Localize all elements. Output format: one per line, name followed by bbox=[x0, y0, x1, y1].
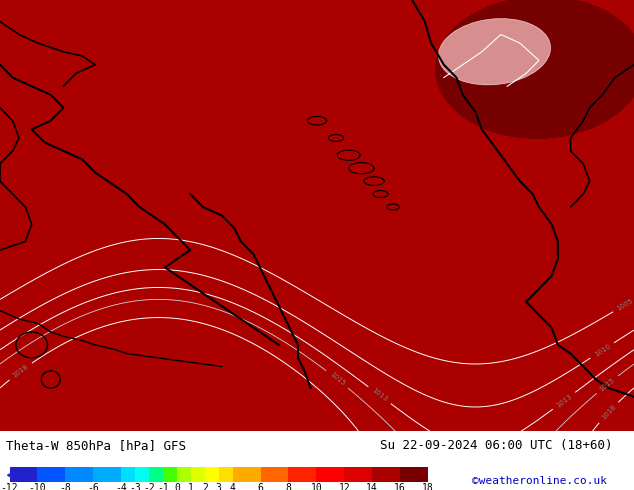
Text: 1018: 1018 bbox=[11, 364, 30, 379]
Text: 1010: 1010 bbox=[593, 343, 611, 358]
Bar bbox=[191, 467, 205, 482]
Bar bbox=[233, 467, 261, 482]
Text: -10: -10 bbox=[29, 483, 46, 490]
Text: -2: -2 bbox=[143, 483, 155, 490]
Bar bbox=[10, 467, 37, 482]
Text: Theta-W 850hPa [hPa] GFS: Theta-W 850hPa [hPa] GFS bbox=[6, 439, 186, 452]
Bar bbox=[316, 467, 344, 482]
Text: 4: 4 bbox=[230, 483, 236, 490]
Text: -6: -6 bbox=[87, 483, 99, 490]
Bar bbox=[261, 467, 288, 482]
Text: 10: 10 bbox=[311, 483, 322, 490]
Text: -8: -8 bbox=[60, 483, 71, 490]
Bar bbox=[219, 467, 233, 482]
Bar bbox=[37, 467, 65, 482]
Text: -1: -1 bbox=[157, 483, 169, 490]
Bar bbox=[163, 467, 177, 482]
Text: 1018: 1018 bbox=[600, 404, 617, 421]
Text: 3: 3 bbox=[216, 483, 222, 490]
Text: 1005: 1005 bbox=[616, 297, 634, 312]
Text: Su 22-09-2024 06:00 UTC (18+60): Su 22-09-2024 06:00 UTC (18+60) bbox=[380, 439, 613, 452]
Text: 1015: 1015 bbox=[598, 377, 616, 392]
Bar bbox=[149, 467, 163, 482]
Text: ©weatheronline.co.uk: ©weatheronline.co.uk bbox=[472, 476, 607, 486]
Bar bbox=[65, 467, 93, 482]
Text: 14: 14 bbox=[366, 483, 378, 490]
Text: 12: 12 bbox=[339, 483, 350, 490]
Text: 1: 1 bbox=[188, 483, 194, 490]
Bar bbox=[288, 467, 316, 482]
Bar bbox=[400, 467, 428, 482]
Text: 16: 16 bbox=[394, 483, 406, 490]
Text: -3: -3 bbox=[129, 483, 141, 490]
Bar bbox=[372, 467, 400, 482]
Text: 8: 8 bbox=[285, 483, 292, 490]
Bar bbox=[93, 467, 121, 482]
Bar bbox=[177, 467, 191, 482]
Text: 1015: 1015 bbox=[328, 371, 346, 387]
Text: -4: -4 bbox=[115, 483, 127, 490]
Text: 0: 0 bbox=[174, 483, 180, 490]
Text: 1013: 1013 bbox=[555, 393, 573, 409]
Bar bbox=[344, 467, 372, 482]
Text: 18: 18 bbox=[422, 483, 434, 490]
Text: 6: 6 bbox=[257, 483, 264, 490]
Text: 1013: 1013 bbox=[370, 388, 389, 403]
Bar bbox=[205, 467, 219, 482]
Text: -12: -12 bbox=[1, 483, 18, 490]
Bar bbox=[121, 467, 135, 482]
Text: 2: 2 bbox=[202, 483, 208, 490]
Bar bbox=[135, 467, 149, 482]
Ellipse shape bbox=[439, 19, 550, 85]
